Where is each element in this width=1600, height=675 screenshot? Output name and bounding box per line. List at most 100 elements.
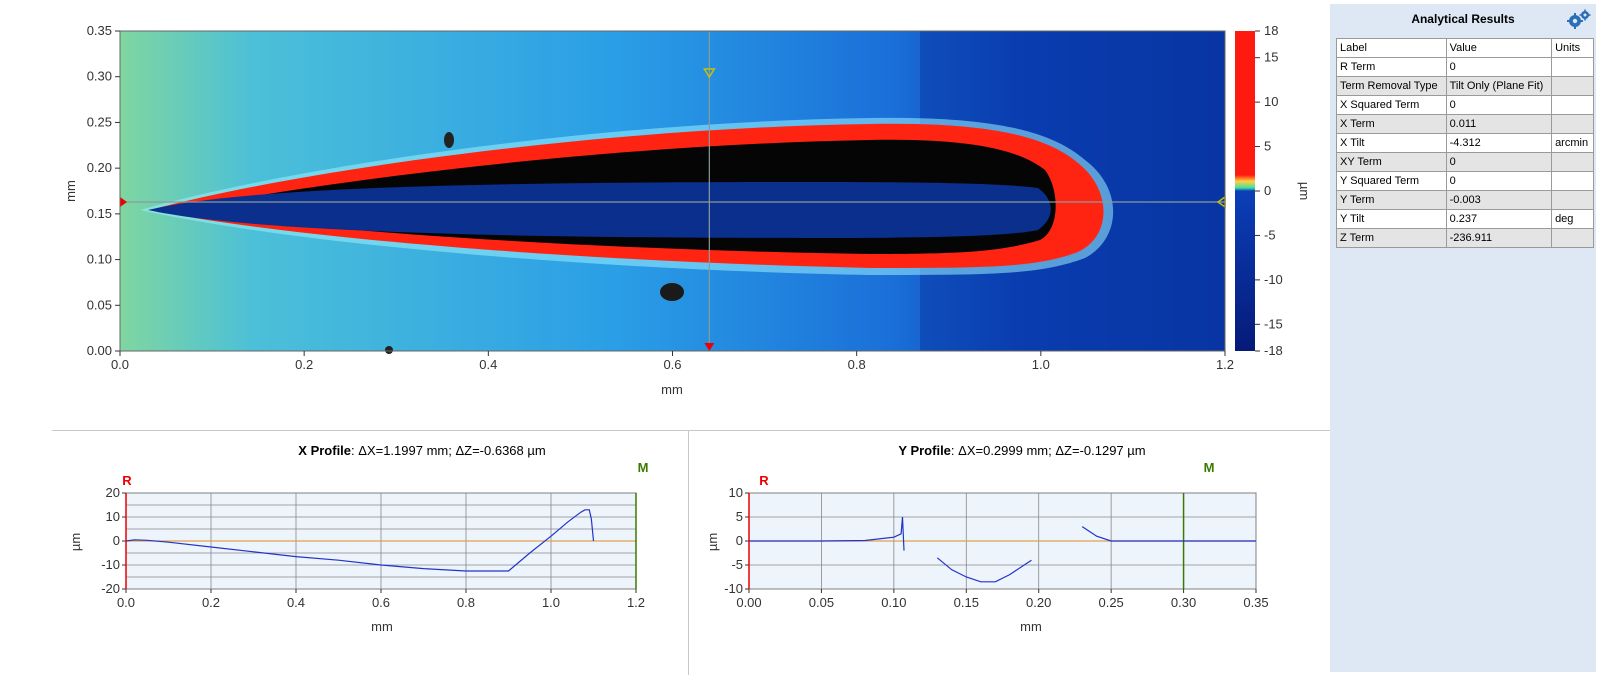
results-cell-label: X Squared Term [1336,95,1447,115]
x-tick-label: 0.10 [881,595,906,610]
results-row[interactable]: XY Term 0 [1336,152,1594,172]
x-profile-x-label: mm [371,619,393,634]
results-cell-label: Term Removal Type [1336,76,1447,96]
results-cell-units: deg [1551,209,1594,229]
results-row[interactable]: Term Removal Type Tilt Only (Plane Fit) [1336,76,1594,96]
y-tick-label: 0 [113,533,120,548]
results-cell-units [1551,171,1594,191]
results-cell-label: Z Term [1336,228,1447,248]
y-profile-m-marker[interactable]: M [1204,460,1215,475]
map-x-axis-label: mm [661,382,683,397]
map-y-tick-label: 0.30 [87,69,112,84]
colorbar-tick-label: -5 [1264,227,1276,242]
results-cell-value: -0.003 [1445,190,1553,210]
results-row[interactable]: X Squared Term 0 [1336,95,1594,115]
colorbar-tick-label: 10 [1264,94,1278,109]
debris [444,132,454,148]
map-x-tick-label: 0.4 [479,357,497,372]
results-row[interactable]: Y Term -0.003 [1336,190,1594,210]
results-cell-value: 0.011 [1445,114,1553,134]
debris [660,283,684,301]
profile-cursor[interactable] [120,31,1226,351]
map-y-tick-label: 0.05 [87,297,112,312]
map-x-tick-label: 0.8 [848,357,866,372]
results-cell-label: Y Tilt [1336,209,1447,229]
map-y-tick-label: 0.00 [87,343,112,358]
results-header-cell[interactable]: Label [1336,38,1447,58]
results-cell-label: Y Term [1336,190,1447,210]
map-x-tick-label: 0.2 [295,357,313,372]
y-profile-title: Y Profile: ΔX=0.2999 mm; ΔZ=-0.1297 µm [898,443,1145,458]
y-tick-label: 0 [736,533,743,548]
y-profile-r-marker[interactable]: R [759,473,769,488]
cursor-m-marker[interactable] [702,68,716,79]
x-tick-label: 0.35 [1243,595,1268,610]
map-y-tick-label: 0.35 [87,23,112,38]
results-header-row: Label Value Units [1336,38,1594,58]
map-y-axis-label: mm [63,180,78,202]
results-cell-units [1551,152,1594,172]
x-profile-chart[interactable]: X Profile: ΔX=1.1997 mm; ΔZ=-0.6368 µm R… [52,432,688,675]
colorbar-tick-label: 18 [1264,23,1278,38]
y-tick-label: 10 [106,509,120,524]
colorbar-tick-label: -18 [1264,343,1283,358]
results-row[interactable]: X Term 0.011 [1336,114,1594,134]
x-tick-label: 0.20 [1026,595,1051,610]
map-x-tick-label: 0.6 [663,357,681,372]
debris [385,346,393,354]
results-cell-label: R Term [1336,57,1447,77]
results-row[interactable]: Z Term -236.911 [1336,228,1594,248]
y-profile-chart[interactable]: Y Profile: ΔX=0.2999 mm; ΔZ=-0.1297 µm R… [689,432,1330,675]
panel-divider [52,430,1330,431]
results-cell-value: -236.911 [1445,228,1553,248]
x-tick-label: 0.30 [1171,595,1196,610]
results-cell-units [1551,76,1594,96]
x-tick-label: 0.00 [736,595,761,610]
results-header-cell[interactable]: Value [1445,38,1553,58]
y-tick-label: -20 [101,581,120,596]
results-header-cell[interactable]: Units [1551,38,1594,58]
x-profile-m-marker[interactable]: M [638,460,649,475]
results-cell-label: Y Squared Term [1336,171,1447,191]
map-y-tick-label: 0.10 [87,252,112,267]
results-row[interactable]: R Term 0 [1336,57,1594,77]
x-tick-label: 0.15 [954,595,979,610]
results-row[interactable]: Y Squared Term 0 [1336,171,1594,191]
results-row[interactable]: Y Tilt 0.237 deg [1336,209,1594,229]
results-cell-value: Tilt Only (Plane Fit) [1445,76,1553,96]
x-profile-title-rest: : ΔX=1.1997 mm; ΔZ=-0.6368 µm [351,443,546,458]
map-y-tick-label: 0.25 [87,114,112,129]
results-cell-value: 0 [1445,152,1553,172]
x-profile-y-label: µm [68,533,83,551]
results-cell-value: -4.312 [1445,133,1553,153]
results-row[interactable]: X Tilt -4.312 arcmin [1336,133,1594,153]
results-cell-units: arcmin [1551,133,1594,153]
x-tick-label: 0.6 [372,595,390,610]
analytical-results-panel: Analytical Results Label Value Units R Term… [1330,4,1596,672]
colorbar-tick-label: 5 [1264,139,1271,154]
x-profile-title: X Profile: ΔX=1.1997 mm; ΔZ=-0.6368 µm [298,443,545,458]
x-tick-label: 0.2 [202,595,220,610]
gear-icon[interactable] [1566,8,1592,30]
x-tick-label: 0.25 [1098,595,1123,610]
x-tick-label: 0.0 [117,595,135,610]
results-cell-value: 0 [1445,171,1553,191]
y-profile-x-label: mm [1020,619,1042,634]
y-tick-label: 20 [106,485,120,500]
colorbar-tick-label: -15 [1264,316,1283,331]
results-cell-units [1551,228,1594,248]
results-cell-label: X Term [1336,114,1447,134]
scratch-groove [148,182,1051,238]
cursor-r-marker[interactable] [704,343,715,351]
y-profile-y-label: µm [705,533,720,551]
x-profile-r-marker[interactable]: R [122,473,132,488]
x-tick-label: 0.05 [809,595,834,610]
surface-map[interactable]: 0.0 0.2 0.4 0.6 0.8 1.0 1.2 0.35 0.30 0.25 0.20 0.… [0,0,1320,400]
y-tick-label: -10 [724,581,743,596]
results-cell-units [1551,190,1594,210]
colorbar-tick-label: 15 [1264,50,1278,65]
colorbar [1235,31,1255,351]
cursor-r-marker[interactable] [120,196,127,207]
map-y-tick-label: 0.20 [87,160,112,175]
map-x-tick-label: 0.0 [111,357,129,372]
